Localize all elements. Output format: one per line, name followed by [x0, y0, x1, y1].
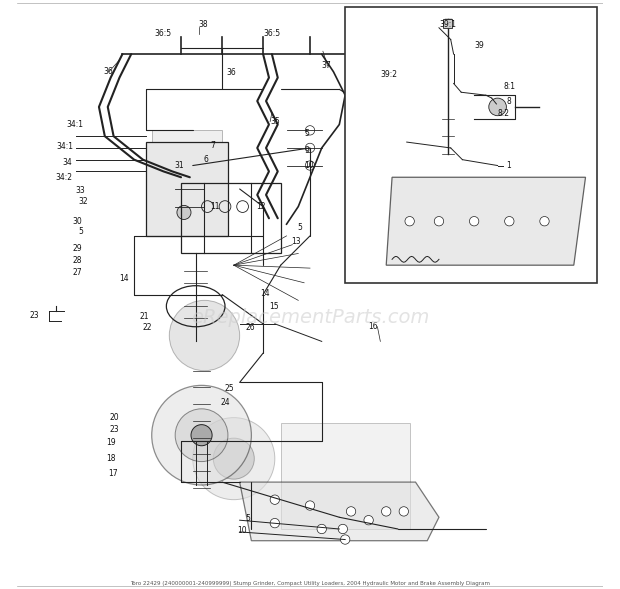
- Text: 29: 29: [73, 244, 82, 253]
- Bar: [181, 183, 281, 253]
- Circle shape: [505, 217, 514, 226]
- Text: 39:1: 39:1: [439, 21, 456, 29]
- Text: 34:2: 34:2: [55, 173, 72, 182]
- Text: 19: 19: [106, 438, 115, 446]
- Text: 36:5: 36:5: [154, 29, 172, 38]
- Circle shape: [305, 161, 315, 170]
- Text: 27: 27: [73, 268, 82, 277]
- Text: 24: 24: [221, 398, 231, 408]
- Circle shape: [340, 535, 350, 544]
- Text: 5: 5: [297, 223, 302, 231]
- Text: 8:2: 8:2: [498, 110, 510, 118]
- Text: 34:1: 34:1: [67, 120, 84, 129]
- Text: 11: 11: [210, 202, 220, 211]
- Text: 8: 8: [507, 97, 511, 105]
- Text: 18: 18: [106, 454, 115, 463]
- Text: 32: 32: [79, 197, 88, 206]
- Circle shape: [213, 438, 254, 479]
- Bar: [146, 142, 228, 236]
- Text: 38: 38: [198, 21, 208, 29]
- Circle shape: [469, 217, 479, 226]
- Text: 36: 36: [227, 68, 236, 77]
- Text: 12: 12: [256, 202, 265, 211]
- Bar: [152, 130, 222, 236]
- Text: 39: 39: [474, 41, 484, 50]
- Text: 8:1: 8:1: [503, 82, 515, 91]
- Text: 5: 5: [246, 514, 250, 523]
- Text: 9: 9: [304, 147, 309, 155]
- Text: 14: 14: [260, 289, 270, 298]
- Text: 37: 37: [322, 61, 332, 70]
- Text: 31: 31: [174, 161, 184, 170]
- Text: Toro 22429 (240000001-240999999) Stump Grinder, Compact Utility Loaders, 2004 Hy: Toro 22429 (240000001-240999999) Stump G…: [130, 581, 490, 586]
- Text: 13: 13: [291, 237, 301, 246]
- Text: 7: 7: [210, 141, 215, 150]
- Circle shape: [338, 524, 348, 534]
- Polygon shape: [240, 482, 439, 541]
- Circle shape: [489, 98, 507, 115]
- Bar: [443, 19, 453, 28]
- Text: 17: 17: [108, 469, 117, 478]
- Text: 36: 36: [104, 67, 113, 76]
- Circle shape: [152, 385, 251, 485]
- Text: 34: 34: [63, 158, 73, 167]
- Circle shape: [175, 409, 228, 462]
- Circle shape: [305, 125, 315, 135]
- Text: 34:1: 34:1: [57, 143, 74, 151]
- FancyBboxPatch shape: [345, 7, 597, 283]
- Circle shape: [317, 524, 326, 534]
- Circle shape: [270, 518, 280, 528]
- Text: 25: 25: [225, 384, 234, 393]
- Text: 33: 33: [76, 186, 86, 194]
- Text: eReplacementParts.com: eReplacementParts.com: [191, 309, 429, 327]
- Text: 10: 10: [304, 161, 314, 170]
- Circle shape: [270, 495, 280, 504]
- Text: 16: 16: [369, 322, 378, 331]
- Circle shape: [347, 507, 356, 516]
- Text: 6: 6: [203, 155, 208, 164]
- Text: 10: 10: [237, 525, 246, 535]
- Circle shape: [169, 300, 240, 370]
- Text: 23: 23: [30, 310, 40, 319]
- Text: 35: 35: [270, 117, 280, 126]
- Circle shape: [305, 143, 315, 153]
- Circle shape: [305, 501, 315, 510]
- Circle shape: [193, 418, 275, 499]
- Text: 21: 21: [140, 312, 149, 321]
- Circle shape: [434, 217, 444, 226]
- Text: 14: 14: [120, 273, 129, 283]
- Text: 5: 5: [79, 227, 83, 236]
- Text: 22: 22: [143, 323, 153, 332]
- Text: 1: 1: [507, 161, 511, 170]
- Circle shape: [405, 217, 414, 226]
- Text: 15: 15: [269, 302, 278, 311]
- Circle shape: [540, 217, 549, 226]
- Polygon shape: [386, 177, 585, 265]
- Text: 20: 20: [110, 413, 119, 422]
- Circle shape: [364, 515, 373, 525]
- Text: 23: 23: [110, 425, 119, 434]
- Text: 30: 30: [73, 217, 82, 226]
- Circle shape: [381, 507, 391, 516]
- Text: 26: 26: [246, 323, 255, 332]
- Circle shape: [191, 425, 212, 446]
- Bar: [281, 423, 410, 529]
- Text: 5: 5: [304, 129, 309, 138]
- Circle shape: [399, 507, 409, 516]
- Text: 28: 28: [73, 256, 82, 265]
- Circle shape: [177, 206, 191, 220]
- Text: 39:2: 39:2: [380, 70, 397, 79]
- Text: 36:5: 36:5: [263, 29, 280, 38]
